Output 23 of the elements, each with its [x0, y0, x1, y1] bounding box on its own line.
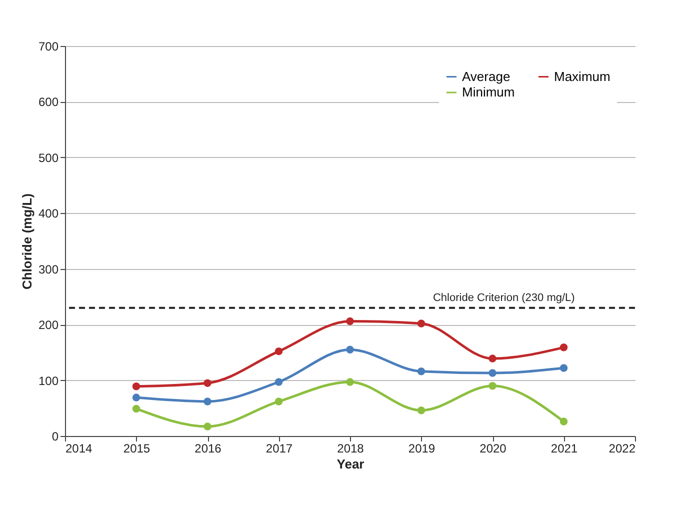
- y-tick-label: 200: [38, 318, 59, 332]
- x-tick-label: 2019: [408, 442, 436, 456]
- x-tick-label: 2020: [480, 442, 507, 456]
- x-axis-title: Year: [336, 456, 364, 472]
- y-tick-label: 500: [38, 150, 59, 165]
- y-tick-label: 600: [38, 95, 59, 110]
- x-tick-label: 2021: [550, 442, 578, 456]
- x-tick-label: 2015: [123, 442, 150, 456]
- y-axis-title: Chloride (mg/L): [19, 193, 34, 290]
- legend-label: Maximum: [554, 68, 610, 84]
- x-tick-label: 2014: [66, 442, 93, 456]
- x-tick-label: 2022: [608, 442, 636, 456]
- y-tick-label: 300: [38, 262, 59, 276]
- x-tick-label: 2017: [266, 442, 293, 456]
- y-tick-label: 100: [38, 374, 59, 388]
- ref-line-label: Chloride Criterion (230 mg/L): [432, 292, 575, 304]
- y-tick-label: 400: [38, 206, 59, 221]
- legend-label: Minimum: [462, 84, 515, 100]
- y-tick-label: 0: [52, 430, 59, 444]
- y-tick-label: 700: [38, 40, 59, 54]
- x-tick-label: 2018: [337, 442, 364, 456]
- x-tick-label: 2016: [194, 442, 222, 456]
- legend-label: Average: [462, 68, 510, 84]
